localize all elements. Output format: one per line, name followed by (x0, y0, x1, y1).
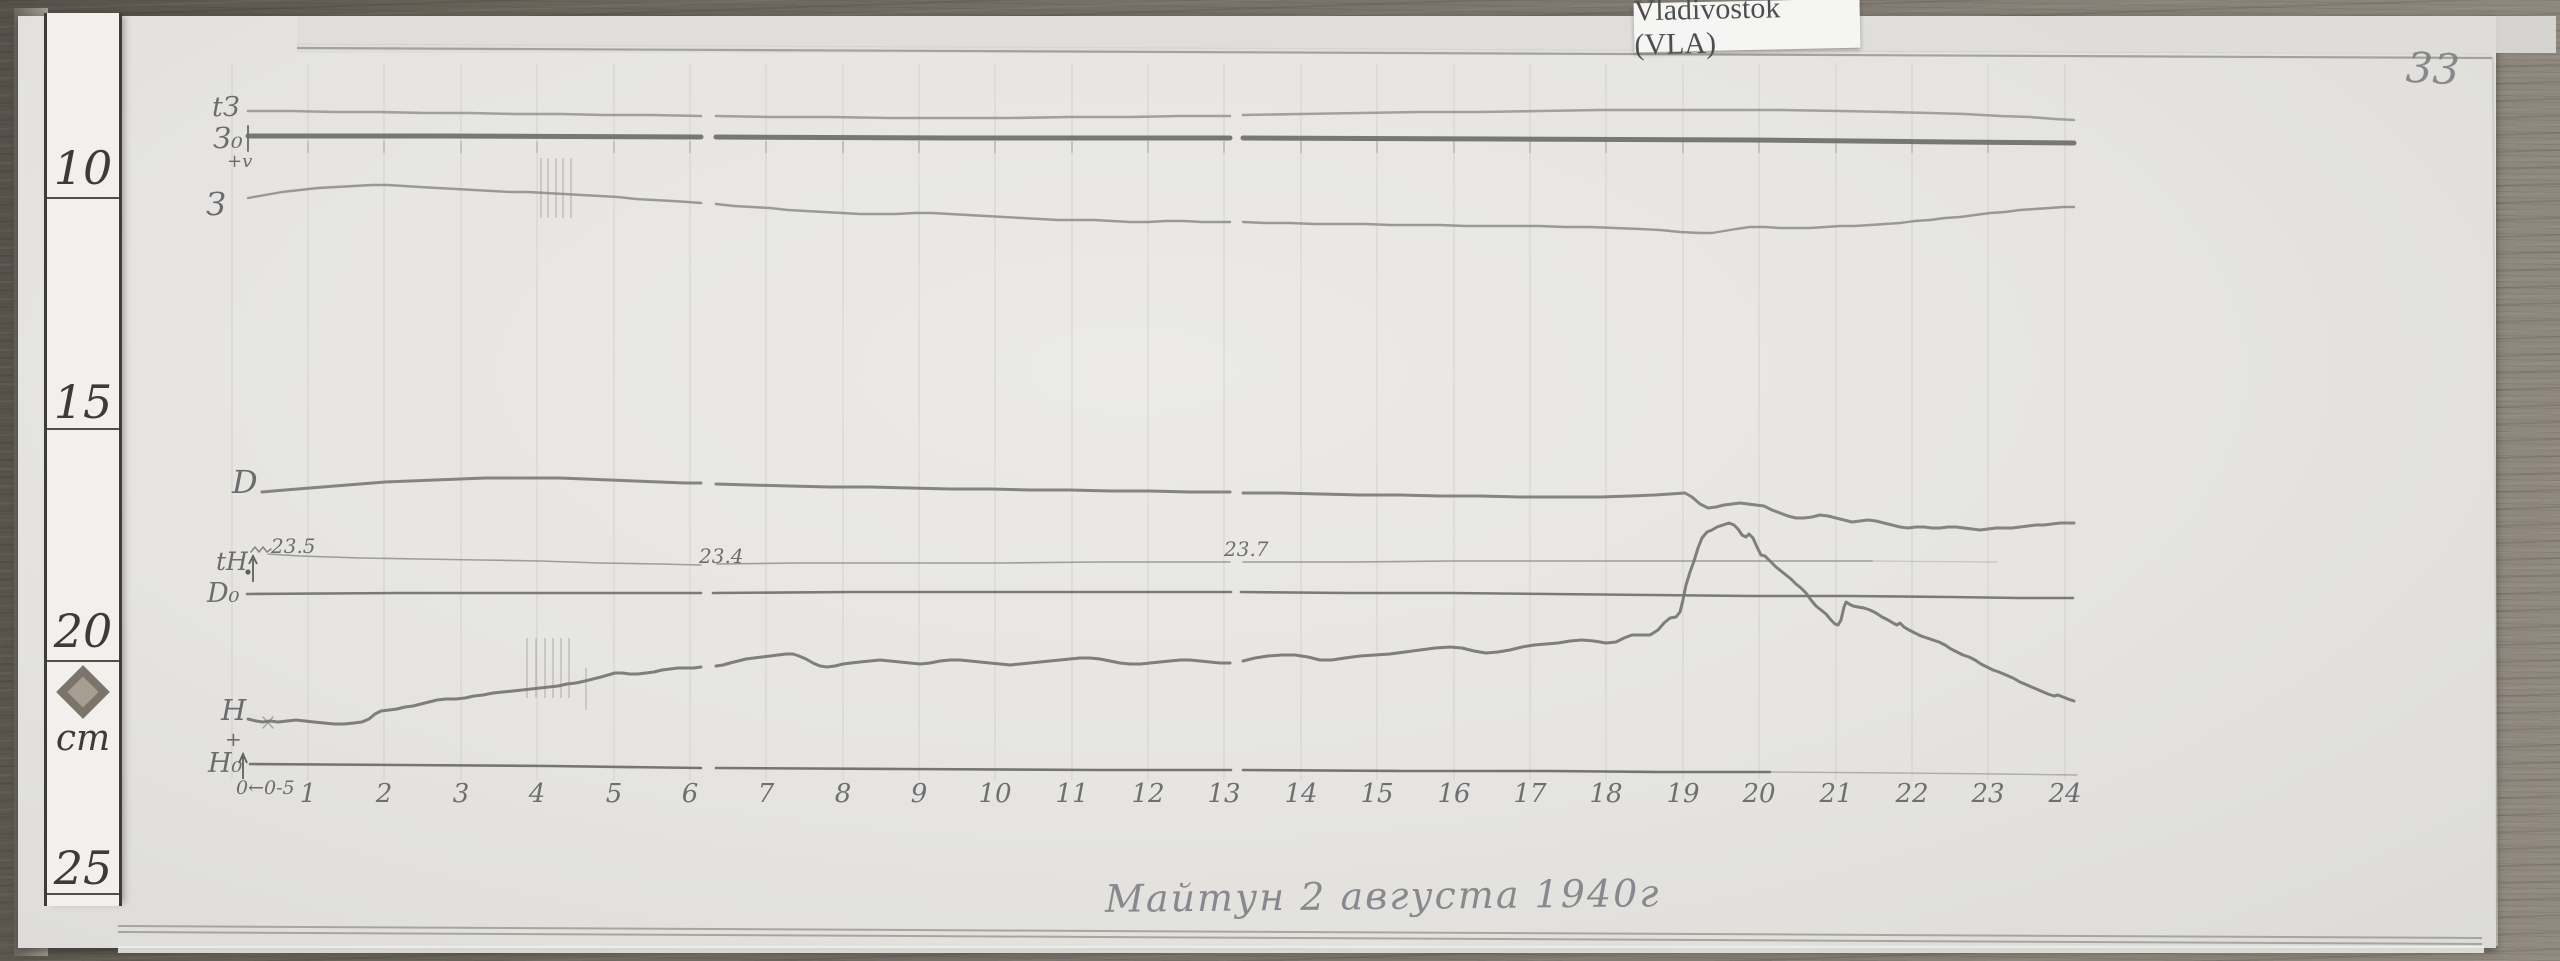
trace-label-th: tH (216, 547, 248, 576)
ruler-division-line (47, 893, 119, 895)
trace-label-h0: H₀ (208, 748, 243, 779)
ruler-mark-25: 25 (53, 841, 113, 895)
photo-scale-ruler: 10 15 20 25 cm (44, 13, 122, 906)
magnetogram-sheet (18, 16, 2496, 948)
trace-label-h-polarity: + (225, 727, 242, 751)
th-value-2: 23.4 (699, 544, 744, 568)
sheet-top-strip (297, 16, 2556, 53)
caption-handwritten: Майтун 2 августа 1940г (1104, 871, 1661, 921)
ruler-unit-label: cm (55, 718, 111, 759)
station-label-text: Vladivostok (VLA) (1633, 0, 1781, 61)
trace-label-h: H (221, 693, 247, 727)
ruler-division-line (47, 660, 119, 662)
ruler-mark-15: 15 (53, 375, 113, 429)
trace-label-z: З (206, 185, 226, 223)
th-value-3: 23.7 (1224, 537, 1269, 561)
ruler-mark-10: 10 (53, 141, 113, 195)
station-label: Vladivostok (VLA) (1633, 0, 1861, 61)
ruler-diamond-inner (67, 676, 99, 708)
trace-label-z0-polarity: +v (227, 151, 253, 172)
trace-label-d0: D₀ (207, 578, 240, 609)
ruler-division-line (47, 428, 119, 430)
ruler-mark-20: 20 (53, 604, 113, 658)
page-number: 33 (2404, 42, 2461, 95)
axis-origin-label: 0←0-5 (236, 777, 295, 799)
sheet-bottom-edge (118, 946, 2484, 953)
ruler-diamond-logo-icon (56, 665, 110, 719)
trace-label-tz: tЗ (212, 92, 240, 123)
th-value-1: 23.5 (271, 534, 316, 558)
trace-label-z0: З₀ (213, 121, 243, 155)
ruler-division-line (47, 197, 119, 199)
trace-label-d: D (232, 463, 258, 501)
